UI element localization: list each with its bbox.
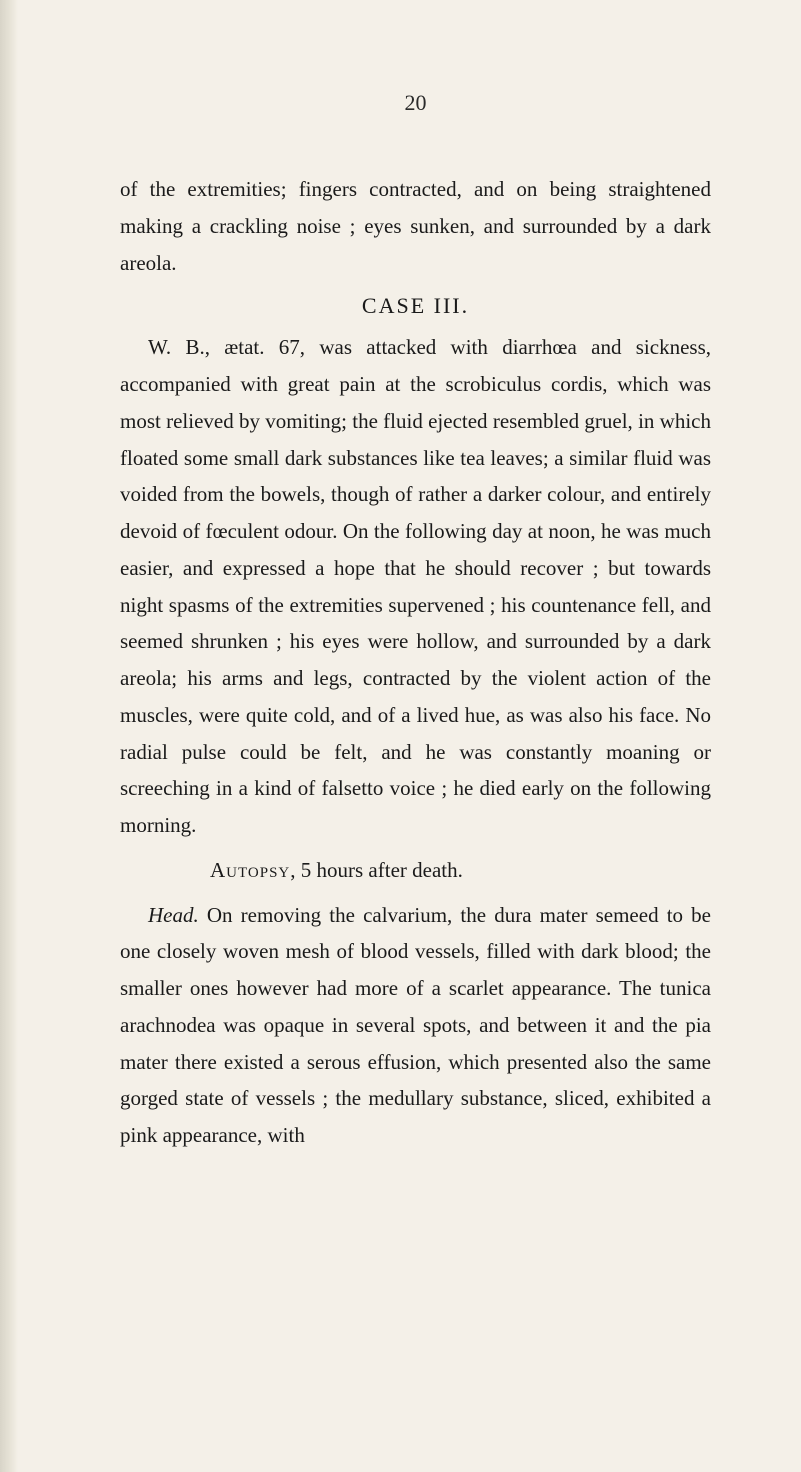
head-label: Head.	[148, 903, 199, 927]
autopsy-rest: , 5 hours after death.	[290, 858, 463, 882]
page-edge-shadow	[0, 0, 18, 1472]
autopsy-label: Autopsy	[210, 858, 290, 882]
case-title: CASE III.	[120, 293, 711, 319]
paragraph-continuation: of the extremities; fingers contracted, …	[120, 171, 711, 281]
paragraph-head: Head. On removing the calvarium, the dur…	[120, 897, 711, 1154]
page-container: 20 of the extremities; fingers contracte…	[120, 90, 711, 1392]
head-rest: On removing the calvarium, the dura mate…	[120, 903, 711, 1148]
page-number: 20	[120, 90, 711, 116]
paragraph-case-body: W. B., ætat. 67, was attacked with diarr…	[120, 329, 711, 844]
autopsy-line: Autopsy, 5 hours after death.	[120, 852, 711, 889]
